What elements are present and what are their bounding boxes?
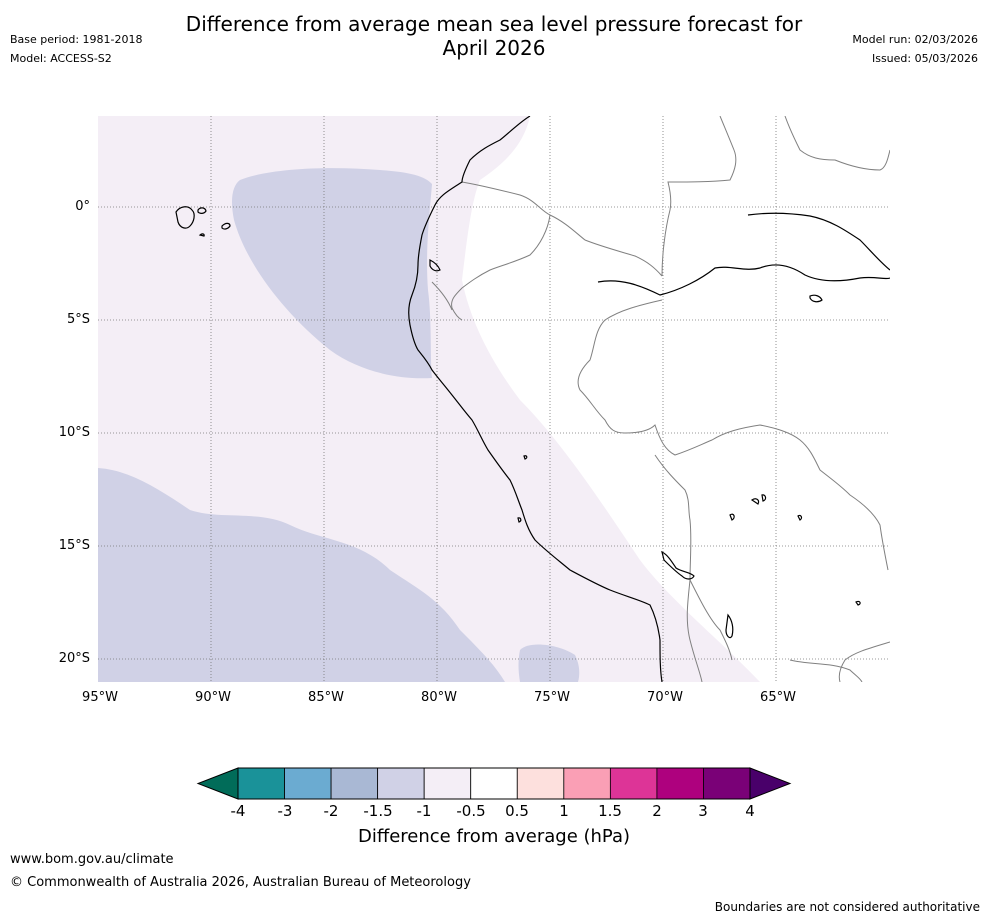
colorbar-label: Difference from average (hPa) xyxy=(357,826,631,847)
model-name: Model: ACCESS-S2 xyxy=(10,52,112,65)
title-line-2: April 2026 xyxy=(442,36,546,60)
lon-label-90w: 90°W xyxy=(195,690,231,705)
colorbar-tick: -4 xyxy=(230,802,246,820)
map-area xyxy=(98,116,890,682)
lon-label-65w: 65°W xyxy=(760,690,796,705)
anomaly-fill-minus1p5-south xyxy=(98,468,505,682)
colorbar-segment xyxy=(563,767,611,800)
anomaly-fill-neutral xyxy=(462,116,890,682)
colorbar-tick: -1 xyxy=(416,802,432,820)
lat-label-15s: 15°S xyxy=(58,538,90,553)
colorbar-outline xyxy=(237,767,751,800)
lon-label-85w: 85°W xyxy=(308,690,344,705)
country-borders xyxy=(431,116,890,682)
coastlines xyxy=(175,116,890,682)
header-right: Model run: 02/03/2026 Issued: 05/03/2026 xyxy=(852,30,978,68)
lat-label-20s: 20°S xyxy=(58,651,90,666)
anomaly-fill-minus1p5-north xyxy=(232,168,432,379)
colorbar-segment xyxy=(656,767,704,800)
colorbar-tick: 1.5 xyxy=(598,802,622,820)
lon-label-95w: 95°W xyxy=(82,690,118,705)
colorbar-segment xyxy=(470,767,518,800)
colorbar-segment xyxy=(609,767,658,800)
footer-disclaimer: Boundaries are not considered authoritat… xyxy=(714,900,980,914)
colorbar-segment xyxy=(377,767,425,800)
colorbar-segment xyxy=(423,767,472,800)
colorbar-under-triangle xyxy=(196,767,239,800)
colorbar-segment xyxy=(330,767,379,800)
lat-label-5s: 5°S xyxy=(66,312,90,327)
colorbar-tick: -3 xyxy=(277,802,293,820)
colorbar-tick: -0.5 xyxy=(456,802,486,820)
footer-url[interactable]: www.bom.gov.au/climate xyxy=(10,852,174,867)
colorbar-segment xyxy=(284,767,332,800)
colorbar-tick: 4 xyxy=(745,802,755,820)
colorbar-segment xyxy=(237,767,285,800)
colorbar xyxy=(196,767,792,800)
base-period: Base period: 1981-2018 xyxy=(10,33,143,46)
colorbar-tick: 0.5 xyxy=(505,802,529,820)
footer-copyright: © Commonwealth of Australia 2026, Austra… xyxy=(10,875,471,890)
colorbar-segment xyxy=(516,767,565,800)
lat-label-10s: 10°S xyxy=(58,425,90,440)
colorbar-tick: -2 xyxy=(323,802,339,820)
header-left: Base period: 1981-2018 Model: ACCESS-S2 xyxy=(10,30,142,68)
title-line-1: Difference from average mean sea level p… xyxy=(185,12,803,36)
colorbar-tick: -1.5 xyxy=(363,802,393,820)
anomaly-fill-minus1p5-patch xyxy=(518,644,580,682)
colorbar-tick: 3 xyxy=(698,802,708,820)
colorbar-tick: 2 xyxy=(652,802,662,820)
colorbar-over-triangle xyxy=(749,767,792,800)
issued-date: Issued: 05/03/2026 xyxy=(871,52,978,65)
lon-label-70w: 70°W xyxy=(647,690,683,705)
model-run: Model run: 02/03/2026 xyxy=(852,33,978,46)
colorbar-segment xyxy=(703,767,751,800)
lat-label-0: 0° xyxy=(75,199,90,214)
graticule xyxy=(98,116,890,682)
chart-title: Difference from average mean sea level p… xyxy=(0,12,988,60)
lon-label-80w: 80°W xyxy=(421,690,457,705)
lon-label-75w: 75°W xyxy=(534,690,570,705)
colorbar-tick: 1 xyxy=(559,802,569,820)
